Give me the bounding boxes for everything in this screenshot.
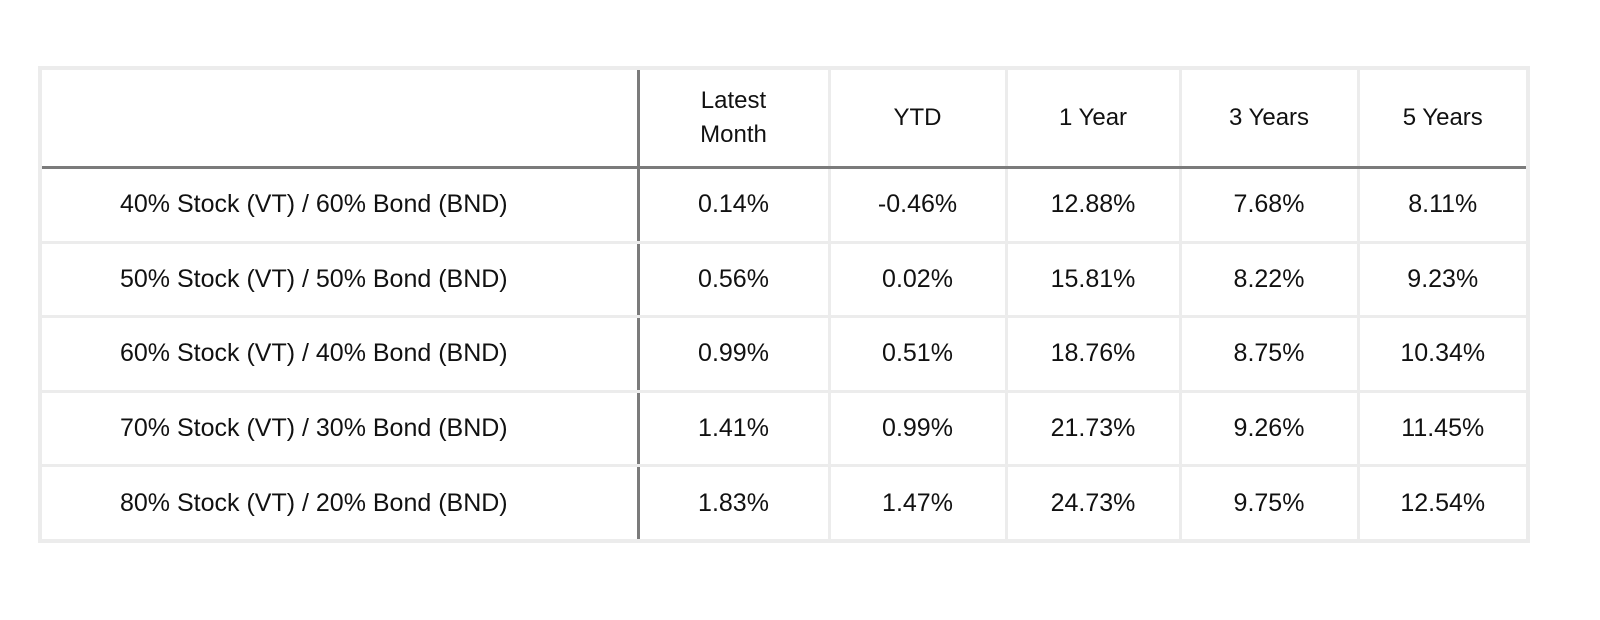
table-row: 60% Stock (VT) / 40% Bond (BND) 0.99% 0.…: [42, 315, 1526, 393]
1-year-value: 21.73%: [1004, 389, 1182, 468]
1-year-value: 12.88%: [1004, 166, 1182, 244]
3-years-value: 8.22%: [1178, 240, 1360, 319]
table-row: 40% Stock (VT) / 60% Bond (BND) 0.14% -0…: [42, 166, 1526, 244]
latest-month-value: 1.83%: [636, 464, 831, 539]
ytd-value: 0.51%: [827, 315, 1008, 393]
header-cell-5-years: 5 Years: [1356, 70, 1526, 169]
header-cell-ytd: YTD: [827, 70, 1008, 169]
latest-month-value: 0.56%: [636, 240, 831, 319]
3-years-value: 7.68%: [1178, 166, 1360, 244]
latest-month-value: 0.99%: [636, 315, 831, 393]
returns-table-container: Latest Month YTD 1 Year 3 Years 5 Years …: [38, 66, 1530, 543]
1-year-value: 15.81%: [1004, 240, 1182, 319]
3-years-value: 9.75%: [1178, 464, 1360, 539]
row-label: 40% Stock (VT) / 60% Bond (BND): [42, 166, 640, 244]
row-label: 80% Stock (VT) / 20% Bond (BND): [42, 464, 640, 539]
ytd-value: 1.47%: [827, 464, 1008, 539]
latest-month-value: 0.14%: [636, 166, 831, 244]
row-label: 60% Stock (VT) / 40% Bond (BND): [42, 315, 640, 393]
returns-table: Latest Month YTD 1 Year 3 Years 5 Years …: [42, 70, 1526, 539]
row-label: 50% Stock (VT) / 50% Bond (BND): [42, 240, 640, 319]
header-cell-3-years: 3 Years: [1178, 70, 1360, 169]
header-cell-portfolio: [42, 70, 640, 169]
3-years-value: 9.26%: [1178, 389, 1360, 468]
header-cell-latest-month: Latest Month: [636, 70, 831, 169]
header-row: Latest Month YTD 1 Year 3 Years 5 Years: [42, 70, 1526, 169]
ytd-value: 0.02%: [827, 240, 1008, 319]
3-years-value: 8.75%: [1178, 315, 1360, 393]
5-years-value: 11.45%: [1356, 389, 1526, 468]
row-label: 70% Stock (VT) / 30% Bond (BND): [42, 389, 640, 468]
1-year-value: 18.76%: [1004, 315, 1182, 393]
5-years-value: 10.34%: [1356, 315, 1526, 393]
table-row: 50% Stock (VT) / 50% Bond (BND) 0.56% 0.…: [42, 240, 1526, 319]
ytd-value: -0.46%: [827, 166, 1008, 244]
1-year-value: 24.73%: [1004, 464, 1182, 539]
5-years-value: 9.23%: [1356, 240, 1526, 319]
5-years-value: 12.54%: [1356, 464, 1526, 539]
latest-month-value: 1.41%: [636, 389, 831, 468]
table-row: 70% Stock (VT) / 30% Bond (BND) 1.41% 0.…: [42, 389, 1526, 468]
table-row: 80% Stock (VT) / 20% Bond (BND) 1.83% 1.…: [42, 464, 1526, 539]
header-cell-1-year: 1 Year: [1004, 70, 1182, 169]
5-years-value: 8.11%: [1356, 166, 1526, 244]
ytd-value: 0.99%: [827, 389, 1008, 468]
